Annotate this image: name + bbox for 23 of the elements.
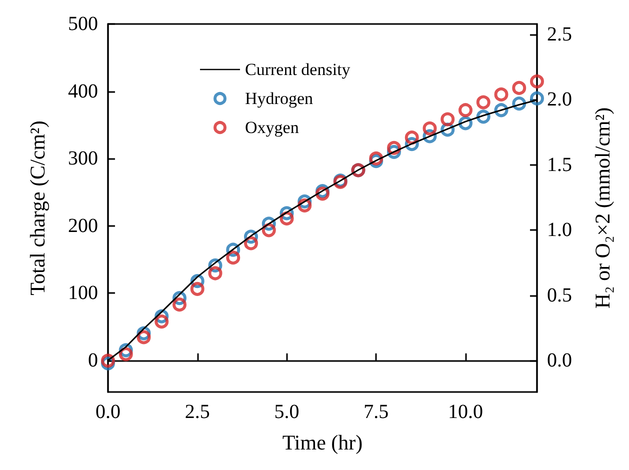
y-tick-label: 400 <box>68 80 98 102</box>
y2-tick-label: 2.0 <box>547 88 572 111</box>
legend-label: Current density <box>245 60 351 79</box>
y-tick-label: 100 <box>68 282 98 304</box>
x-axis-title: Time (hr) <box>282 430 363 454</box>
y-tick-label: 200 <box>68 214 98 237</box>
x-tick-label: 0.0 <box>96 401 120 423</box>
y2-tick-label: 1.5 <box>547 154 572 176</box>
x-tick-label: 5.0 <box>274 401 300 423</box>
y2-axis-title: H₂ or O₂×2 (mmol/cm²) <box>590 107 614 309</box>
x-tick-label: 7.5 <box>364 401 389 423</box>
y-tick-label: 500 <box>68 13 98 35</box>
x-tick-label: 2.5 <box>184 401 210 423</box>
y-axis-title: Total charge (C/cm²) <box>26 120 50 296</box>
y-tick-label: 300 <box>68 148 98 170</box>
legend-label: Oxygen <box>245 118 300 137</box>
legend-label: Hydrogen <box>245 89 314 108</box>
y2-tick-label: 2.5 <box>547 23 572 46</box>
y2-tick-label: 0.5 <box>547 284 572 306</box>
y-tick-label: 0 <box>88 349 98 372</box>
y2-tick-label: 0.0 <box>547 350 572 372</box>
x-tick-label: 10.0 <box>448 401 483 423</box>
y2-tick-label: 1.0 <box>547 219 572 242</box>
